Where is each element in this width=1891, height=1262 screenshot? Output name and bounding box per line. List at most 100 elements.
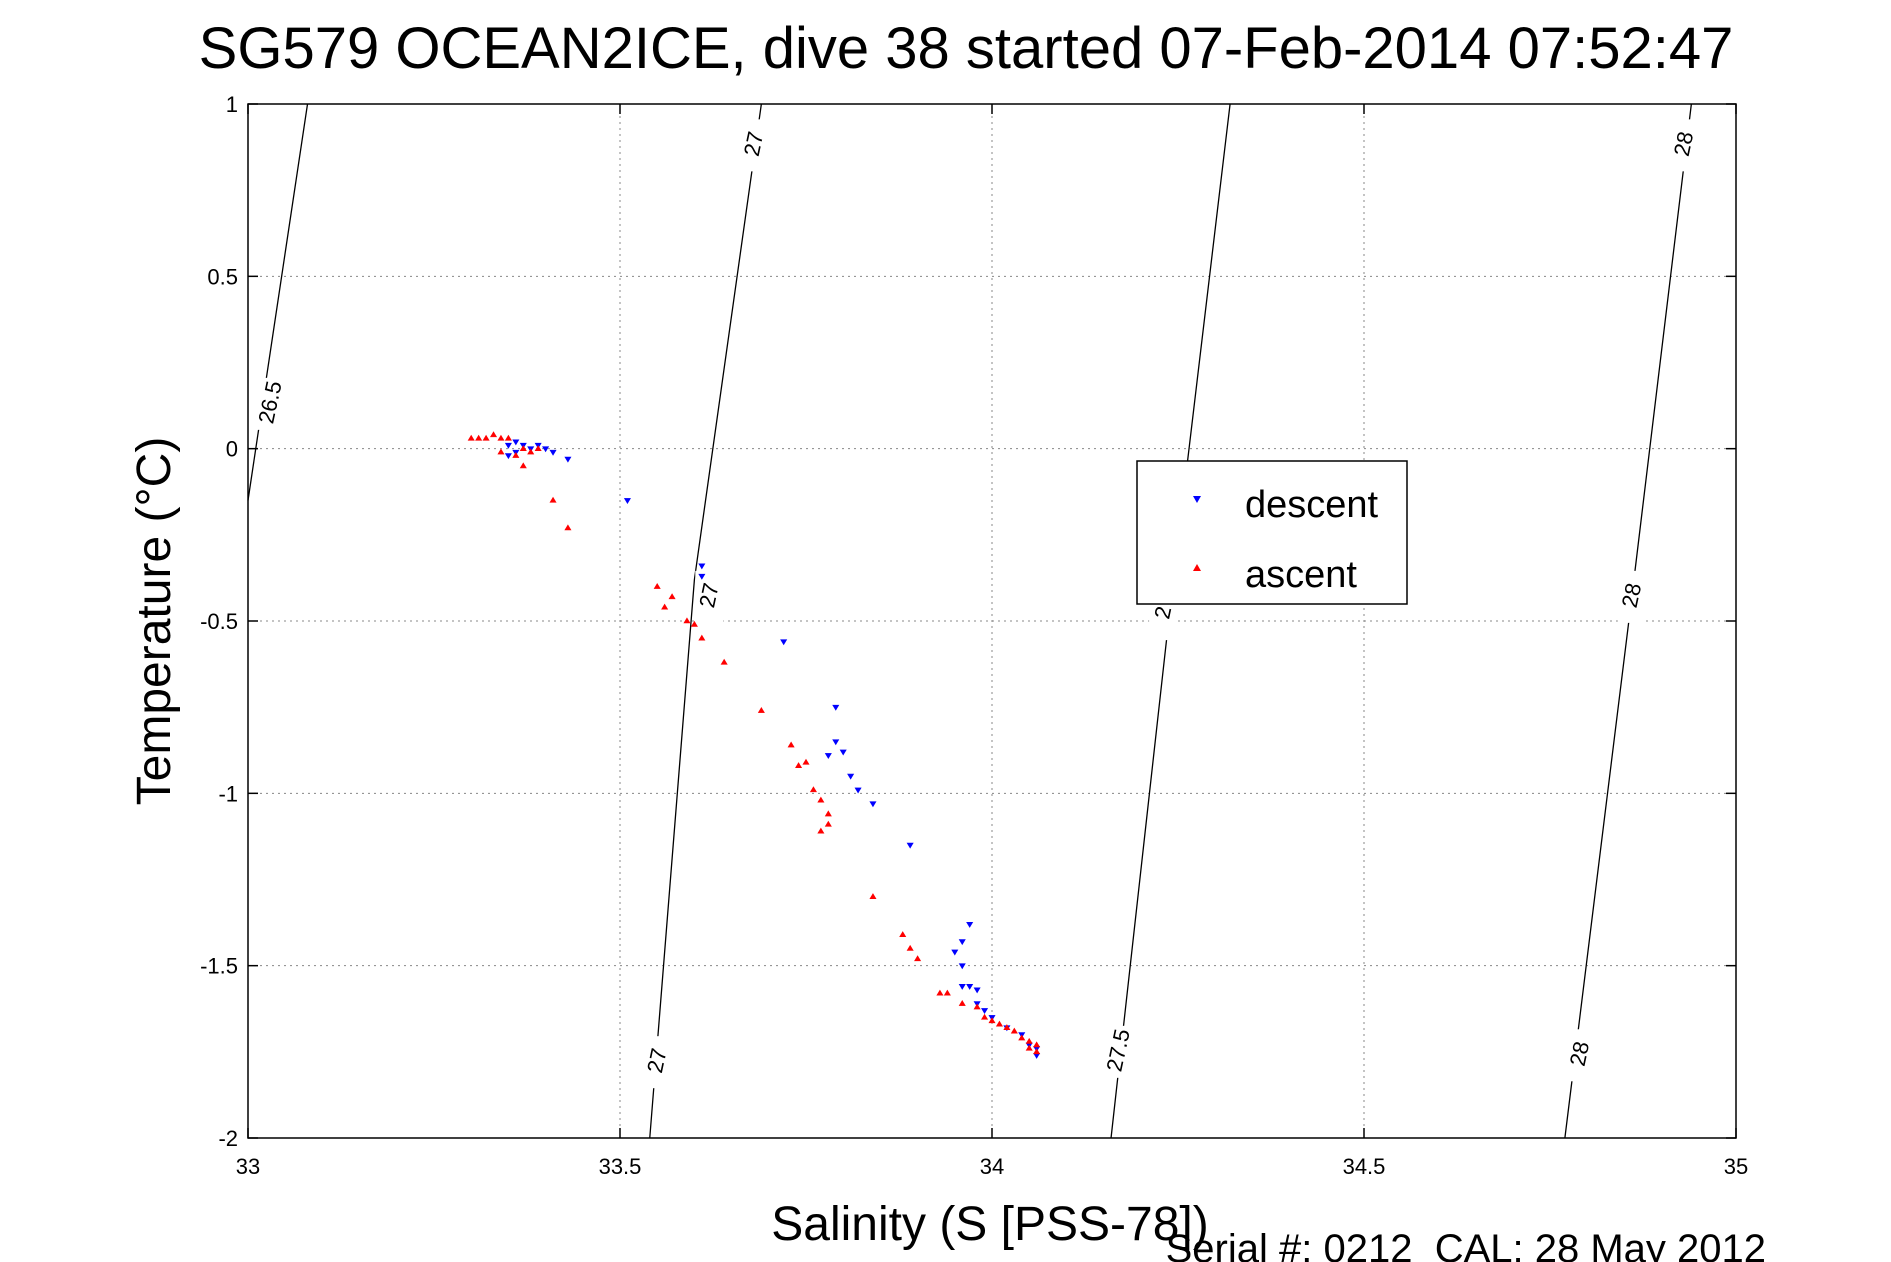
descent-point <box>698 563 706 570</box>
ascent-point <box>958 999 966 1006</box>
ascent-point <box>497 434 505 441</box>
descent-point <box>564 456 572 463</box>
ascent-point <box>817 827 825 834</box>
ascent-point <box>973 1003 981 1010</box>
footer-serial-cal: Serial #: 0212 CAL: 28 May 2012 <box>1166 1227 1766 1262</box>
y-tick-label: 1 <box>226 92 238 117</box>
descent-point <box>512 439 520 446</box>
ascent-point <box>1033 1041 1041 1048</box>
contour-label: 28 <box>1669 129 1699 158</box>
y-tick-label: 0 <box>226 437 238 462</box>
contour-label: 2 <box>1149 604 1176 621</box>
descent-point <box>966 922 974 928</box>
ascent-point <box>720 658 728 665</box>
legend-ascent-marker <box>1193 564 1201 571</box>
ascent-point <box>482 434 490 441</box>
data-points <box>467 431 1041 1059</box>
legend-box <box>1136 460 1408 605</box>
ascent-point <box>787 741 795 748</box>
descent-point <box>549 449 557 456</box>
ascent-point <box>824 810 832 817</box>
ascent-point <box>698 634 706 641</box>
descent-point <box>698 573 706 580</box>
descent-point <box>832 739 840 746</box>
descent-point <box>981 1008 989 1015</box>
descent-point <box>958 984 966 990</box>
contour-label: 27 <box>694 581 724 610</box>
contour-label-gap <box>1565 1029 1594 1082</box>
ascent-point <box>690 620 698 627</box>
ascent-point <box>981 1013 989 1020</box>
ascent-point <box>1010 1027 1018 1034</box>
x-tick-label: 34.5 <box>1343 1154 1386 1179</box>
ascent-point <box>512 451 520 458</box>
contour-label-gap <box>256 377 285 430</box>
descent-point <box>854 787 862 794</box>
contour-label-gap <box>695 570 724 623</box>
ascent-point <box>467 434 475 441</box>
descent-point <box>504 442 512 449</box>
ascent-point <box>795 762 803 769</box>
contour-label-gap <box>739 119 768 172</box>
ascent-point <box>809 786 817 793</box>
contour-label: 27 <box>739 129 769 158</box>
legend-descent-marker <box>1193 496 1201 503</box>
grid-lines <box>248 104 1736 1138</box>
ascent-point <box>1033 1048 1041 1055</box>
x-tick-label: 33.5 <box>599 1154 642 1179</box>
x-tick-label: 33 <box>236 1154 260 1179</box>
ascent-point <box>906 944 914 951</box>
y-tick-label: 0.5 <box>207 264 238 289</box>
descent-point <box>906 842 914 849</box>
descent-point <box>839 749 847 756</box>
ascent-point <box>653 582 661 589</box>
x-tick-label: 35 <box>1724 1154 1748 1179</box>
descent-point <box>824 753 832 760</box>
density-contour-26-5 <box>247 103 309 501</box>
contour-label: 28 <box>1565 1039 1595 1068</box>
contour-label-gap <box>1669 119 1698 172</box>
ascent-point <box>497 448 505 455</box>
descent-point <box>951 949 959 956</box>
ascent-point <box>936 989 944 996</box>
ascent-point <box>504 434 512 441</box>
contour-label: 28 <box>1617 581 1647 610</box>
descent-point <box>958 963 966 970</box>
ascent-point <box>995 1020 1003 1027</box>
ascent-point <box>489 431 498 438</box>
ascent-point <box>519 445 527 451</box>
ascent-point <box>564 524 572 531</box>
y-tick-label: -0.5 <box>200 609 238 634</box>
ascent-point <box>802 758 810 765</box>
descent-point <box>623 498 631 504</box>
descent-point <box>832 704 840 711</box>
ascent-point <box>899 931 907 937</box>
ascent-point <box>1018 1034 1026 1041</box>
descent-point <box>542 446 550 453</box>
y-tick-label: -1.5 <box>200 954 238 979</box>
descent-point <box>869 801 877 808</box>
x-tick-label: 34 <box>980 1154 1004 1179</box>
legend-ascent-label: ascent <box>1245 554 1357 596</box>
contour-label-gap <box>1617 570 1646 623</box>
ascent-point <box>475 434 483 441</box>
y-axis-label: Temperature (°C) <box>128 437 181 806</box>
ascent-point <box>683 617 691 624</box>
ascent-point <box>534 445 542 451</box>
ascent-point <box>661 603 669 610</box>
contour-label-gap <box>643 1036 672 1089</box>
descent-point <box>973 987 981 994</box>
ascent-point <box>943 989 951 996</box>
axis-ticks: 33 33.5 34 34.5 35 1 0.5 0 -0.5 -1 -1.5 -2 <box>200 92 1748 1179</box>
contour-label: 27 <box>642 1046 672 1075</box>
descent-point <box>780 639 788 646</box>
legend-descent-label: descent <box>1245 484 1379 526</box>
ascent-point <box>757 707 765 713</box>
ascent-point <box>914 955 922 962</box>
ascent-point <box>549 496 557 503</box>
ascent-point <box>668 593 676 600</box>
descent-point <box>504 453 512 460</box>
y-tick-label: -2 <box>218 1126 238 1151</box>
